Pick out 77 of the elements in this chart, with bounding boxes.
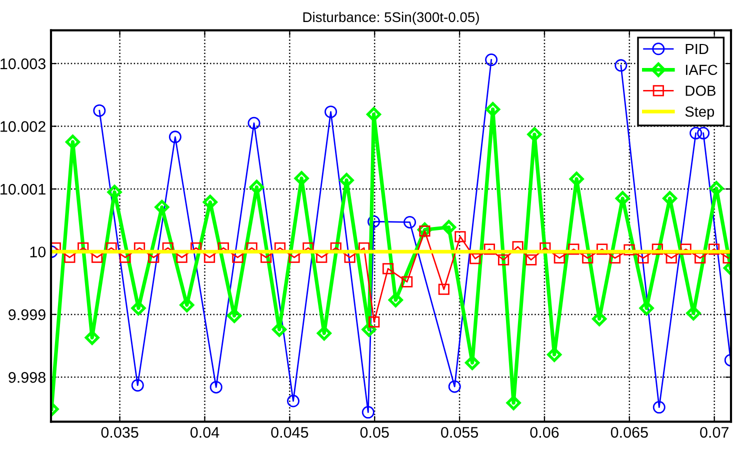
x-tick-label: 0.045 bbox=[271, 426, 308, 438]
point bbox=[485, 54, 498, 66]
y-tick-label: 9.998 bbox=[8, 372, 46, 383]
point bbox=[368, 215, 380, 228]
x-tick-label: 0.07 bbox=[700, 426, 728, 438]
point bbox=[442, 220, 456, 235]
point bbox=[554, 252, 565, 264]
point bbox=[638, 252, 649, 264]
point bbox=[294, 171, 309, 186]
point bbox=[316, 326, 332, 341]
point bbox=[382, 263, 394, 274]
legend-label: PID bbox=[686, 44, 708, 54]
point bbox=[697, 126, 710, 140]
point bbox=[401, 276, 413, 288]
y-tick-label: 10.002 bbox=[0, 121, 46, 132]
point bbox=[582, 252, 594, 264]
point bbox=[498, 254, 510, 266]
point bbox=[690, 126, 702, 140]
point bbox=[609, 252, 621, 264]
point bbox=[404, 216, 416, 228]
legend-label: Step bbox=[685, 106, 714, 120]
point bbox=[131, 379, 144, 392]
point bbox=[652, 244, 663, 255]
point bbox=[470, 253, 481, 264]
point bbox=[526, 254, 537, 266]
point bbox=[484, 244, 495, 255]
chart-title: Disturbance: 5Sin(300t-0.05) bbox=[303, 12, 479, 25]
point bbox=[708, 244, 720, 255]
x-tick-label: 0.06 bbox=[530, 426, 559, 438]
point bbox=[506, 396, 521, 410]
legend-label: IAFC bbox=[686, 64, 718, 76]
x-tick-label: 0.055 bbox=[441, 426, 478, 438]
point bbox=[65, 134, 80, 150]
point bbox=[454, 231, 466, 242]
point bbox=[569, 172, 584, 186]
y-tick-label: 10.001 bbox=[0, 184, 46, 195]
point bbox=[202, 194, 218, 210]
point bbox=[614, 59, 628, 72]
point bbox=[339, 172, 354, 188]
x-tick-label: 0.035 bbox=[101, 426, 138, 438]
point bbox=[362, 406, 374, 419]
point bbox=[324, 106, 338, 118]
point bbox=[210, 380, 222, 394]
point bbox=[107, 184, 122, 200]
point bbox=[84, 330, 100, 345]
y-tick-label: 10.003 bbox=[0, 58, 46, 70]
legend-label: DOB bbox=[686, 86, 716, 96]
point bbox=[666, 252, 677, 264]
point bbox=[248, 116, 260, 130]
point bbox=[272, 322, 287, 337]
x-tick-label: 0.065 bbox=[610, 426, 648, 438]
point bbox=[568, 244, 580, 255]
point bbox=[249, 180, 264, 194]
point bbox=[486, 102, 500, 117]
point bbox=[93, 104, 106, 117]
point bbox=[680, 244, 692, 255]
point bbox=[368, 316, 380, 328]
point bbox=[709, 181, 724, 196]
point bbox=[438, 284, 450, 295]
point bbox=[652, 401, 666, 414]
point bbox=[592, 312, 607, 326]
point bbox=[465, 355, 480, 370]
point bbox=[448, 380, 461, 393]
y-tick-label: 10 bbox=[30, 246, 46, 258]
point bbox=[286, 394, 300, 408]
point bbox=[694, 252, 706, 264]
point bbox=[596, 244, 608, 255]
point bbox=[168, 130, 182, 144]
point bbox=[547, 347, 562, 362]
point bbox=[527, 127, 542, 142]
x-tick-label: 0.05 bbox=[360, 426, 389, 438]
point bbox=[180, 298, 194, 312]
point bbox=[366, 107, 382, 122]
x-tick-label: 0.04 bbox=[190, 426, 220, 438]
y-tick-label: 9.999 bbox=[8, 309, 46, 320]
point bbox=[624, 244, 635, 256]
point bbox=[388, 292, 403, 308]
